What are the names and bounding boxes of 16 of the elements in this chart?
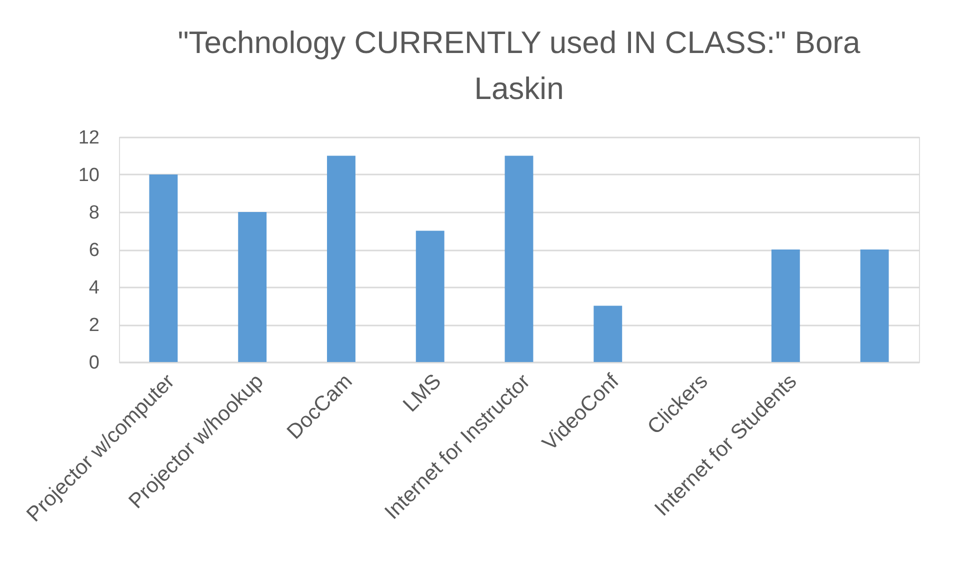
y-tick-label: 10 xyxy=(78,165,100,186)
bar xyxy=(771,250,800,362)
y-tick-label: 2 xyxy=(88,315,100,336)
y-tick-label: 6 xyxy=(88,240,100,261)
y-tick-label: 0 xyxy=(88,352,100,374)
bar xyxy=(860,250,889,362)
bar xyxy=(327,156,356,362)
bar xyxy=(594,306,622,362)
y-tick-label: 12 xyxy=(78,128,100,148)
bar xyxy=(238,212,267,362)
y-tick-label: 8 xyxy=(88,202,100,224)
bar xyxy=(504,156,534,362)
bar xyxy=(416,230,444,362)
y-tick-label: 4 xyxy=(88,278,100,298)
bar xyxy=(149,174,178,362)
chart-title: "Technology CURRENTLY used IN CLASS:" Bora Laskin xyxy=(178,25,861,106)
